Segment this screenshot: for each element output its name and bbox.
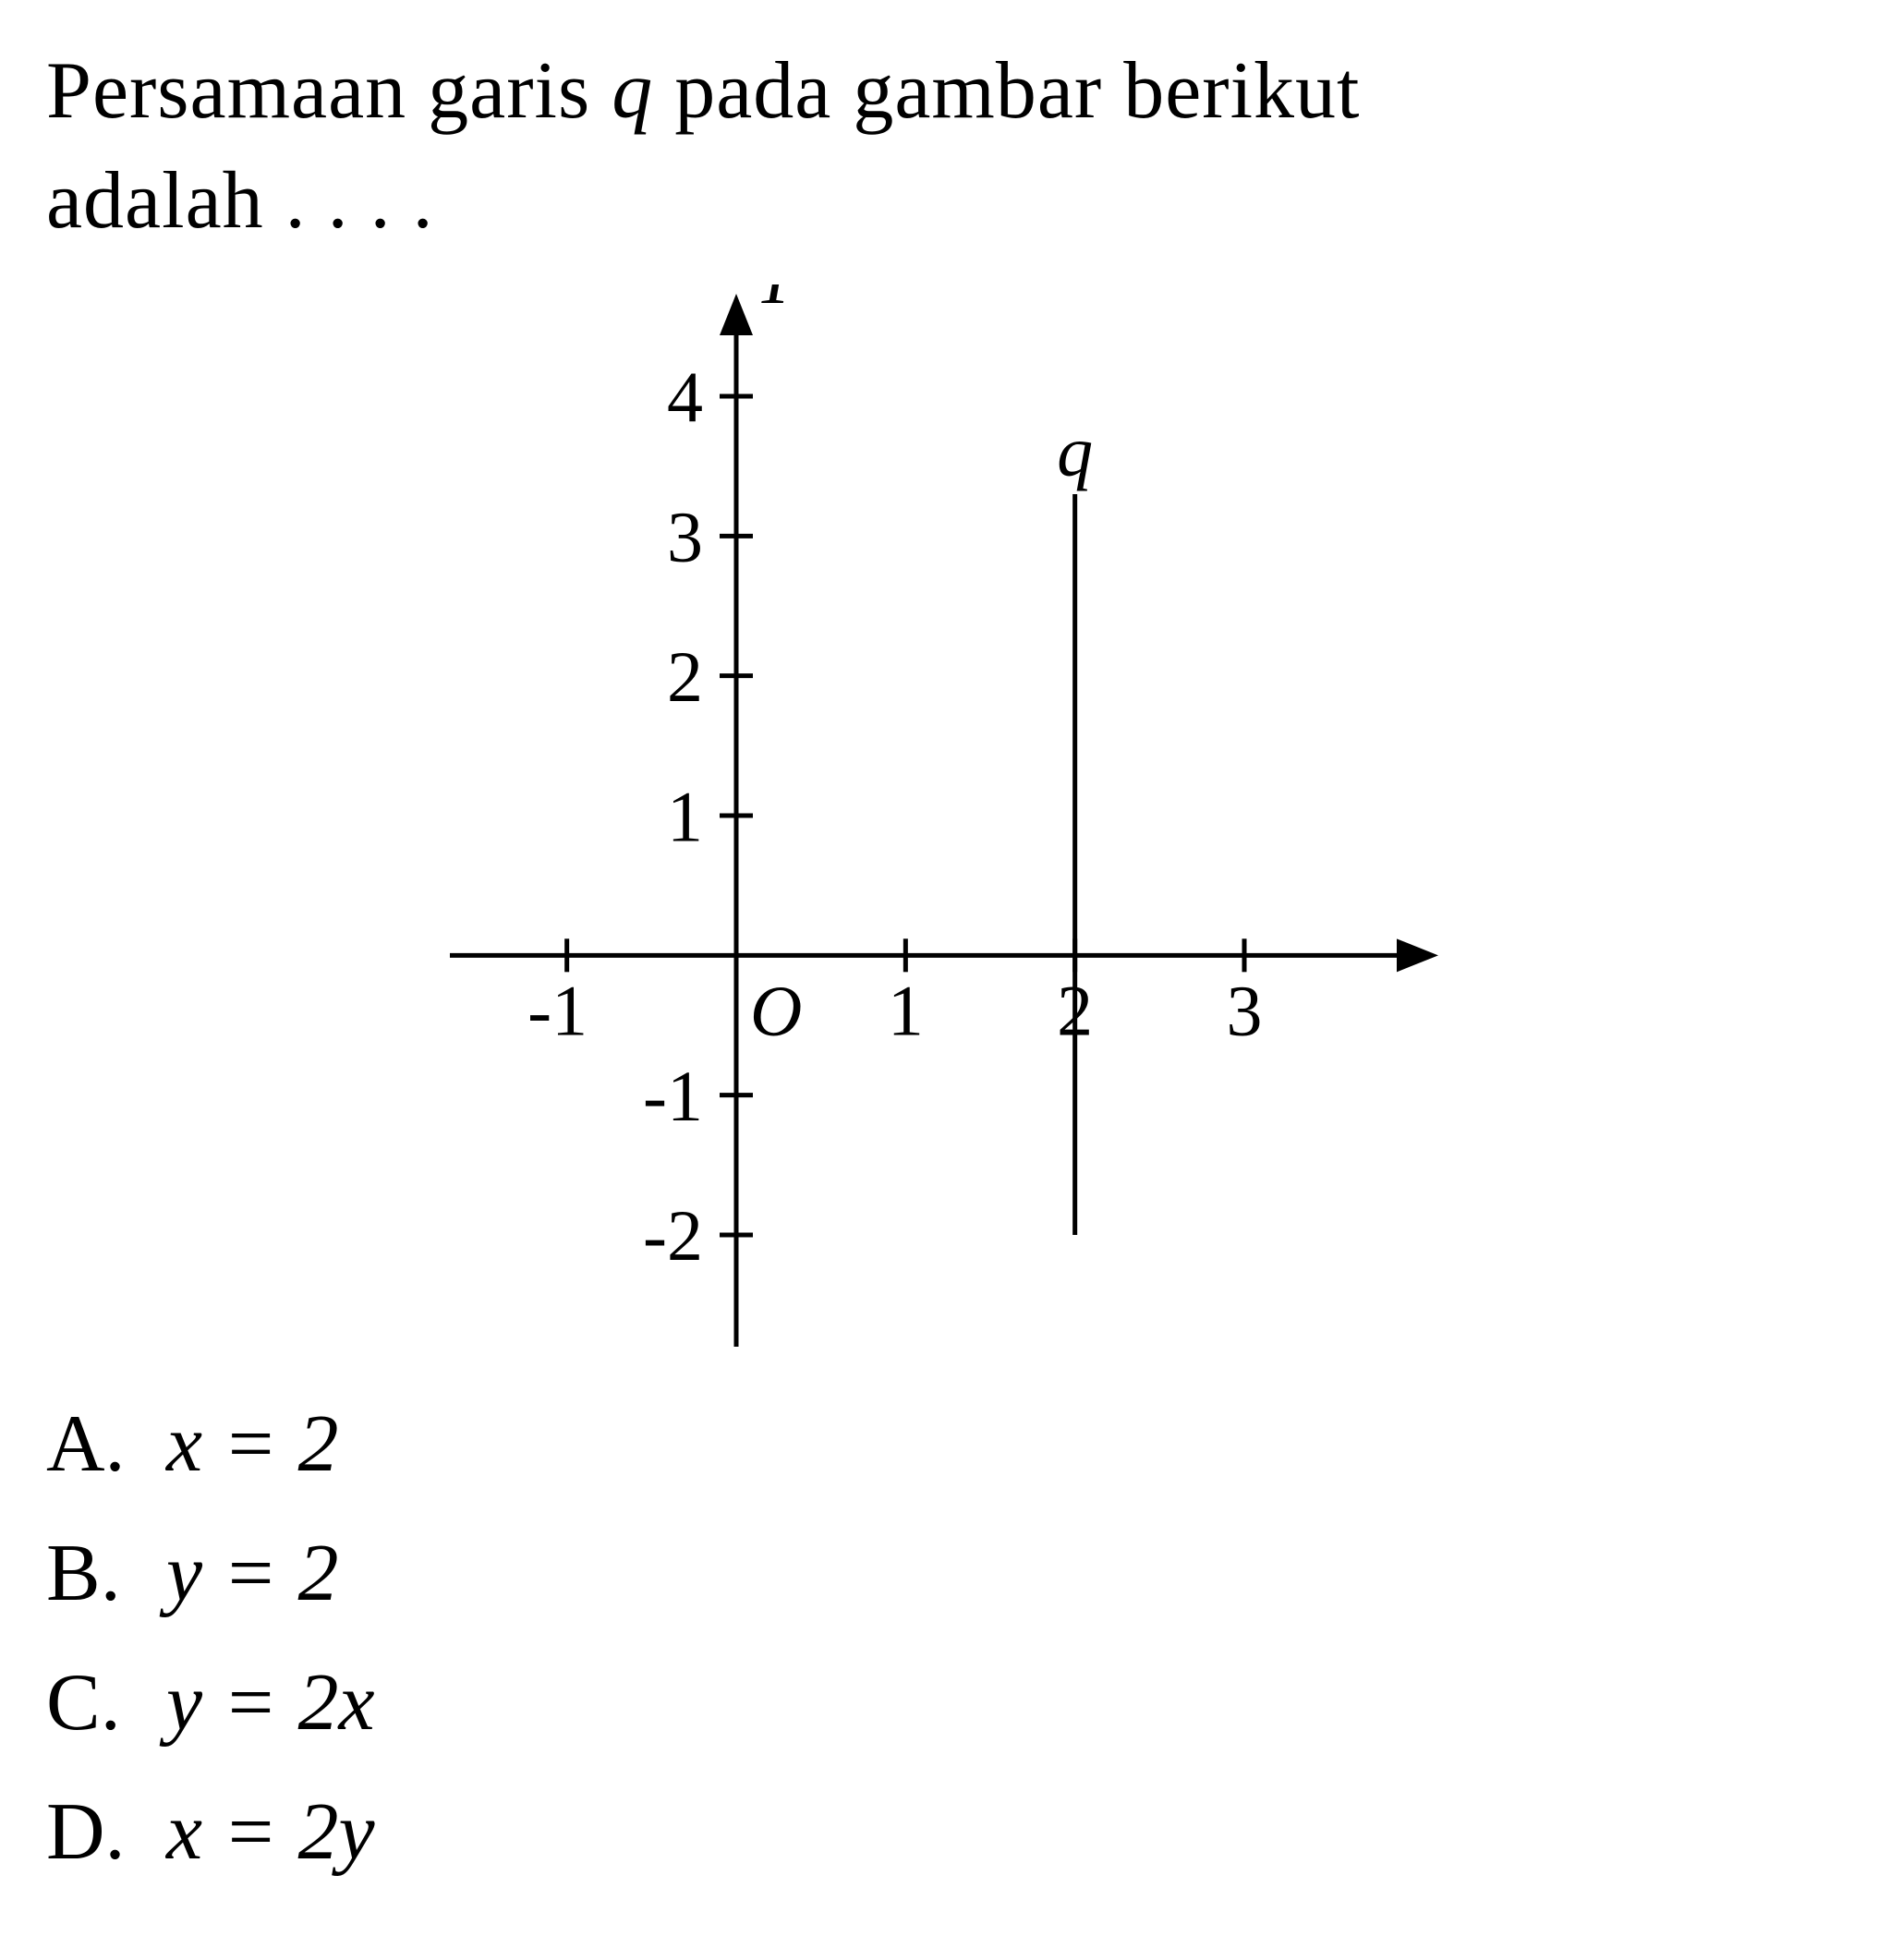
question-line1-prefix: Persamaan garis (46, 46, 612, 136)
svg-text:Y: Y (755, 284, 802, 319)
svg-text:q: q (1057, 411, 1093, 491)
option-a: A. x = 2 (46, 1384, 1832, 1506)
svg-text:4: 4 (667, 357, 703, 437)
option-b: B. y = 2 (46, 1513, 1832, 1635)
svg-text:-2: -2 (643, 1195, 703, 1276)
coordinate-chart: YX-1123-2-11234Oq (431, 284, 1448, 1347)
svg-text:1: 1 (667, 776, 703, 856)
svg-text:-1: -1 (643, 1056, 703, 1136)
option-a-letter: A. (46, 1384, 166, 1506)
question-text: Persamaan garis q pada gambar berikut ad… (46, 37, 1832, 257)
option-d: D. x = 2y (46, 1772, 1832, 1893)
svg-text:1: 1 (887, 970, 923, 1050)
question-line1-suffix: pada gambar berikut (653, 46, 1360, 136)
svg-text:3: 3 (667, 496, 703, 576)
svg-text:O: O (750, 970, 802, 1050)
chart-svg: YX-1123-2-11234Oq (431, 284, 1448, 1347)
svg-text:-1: -1 (527, 970, 588, 1050)
question-var: q (612, 46, 653, 136)
option-a-text: x = 2 (166, 1384, 338, 1506)
option-d-text: x = 2y (166, 1772, 375, 1893)
answer-options: A. x = 2 B. y = 2 C. y = 2x D. x = 2y (46, 1384, 1832, 1893)
svg-text:3: 3 (1226, 970, 1262, 1050)
question-line2: adalah . . . . (46, 156, 434, 246)
option-c-letter: C. (46, 1642, 166, 1764)
option-d-letter: D. (46, 1772, 166, 1893)
option-c-text: y = 2x (166, 1642, 375, 1764)
option-b-text: y = 2 (166, 1513, 338, 1635)
option-c: C. y = 2x (46, 1642, 1832, 1764)
option-b-letter: B. (46, 1513, 166, 1635)
svg-text:2: 2 (667, 636, 703, 717)
chart-container: YX-1123-2-11234Oq (46, 284, 1832, 1347)
